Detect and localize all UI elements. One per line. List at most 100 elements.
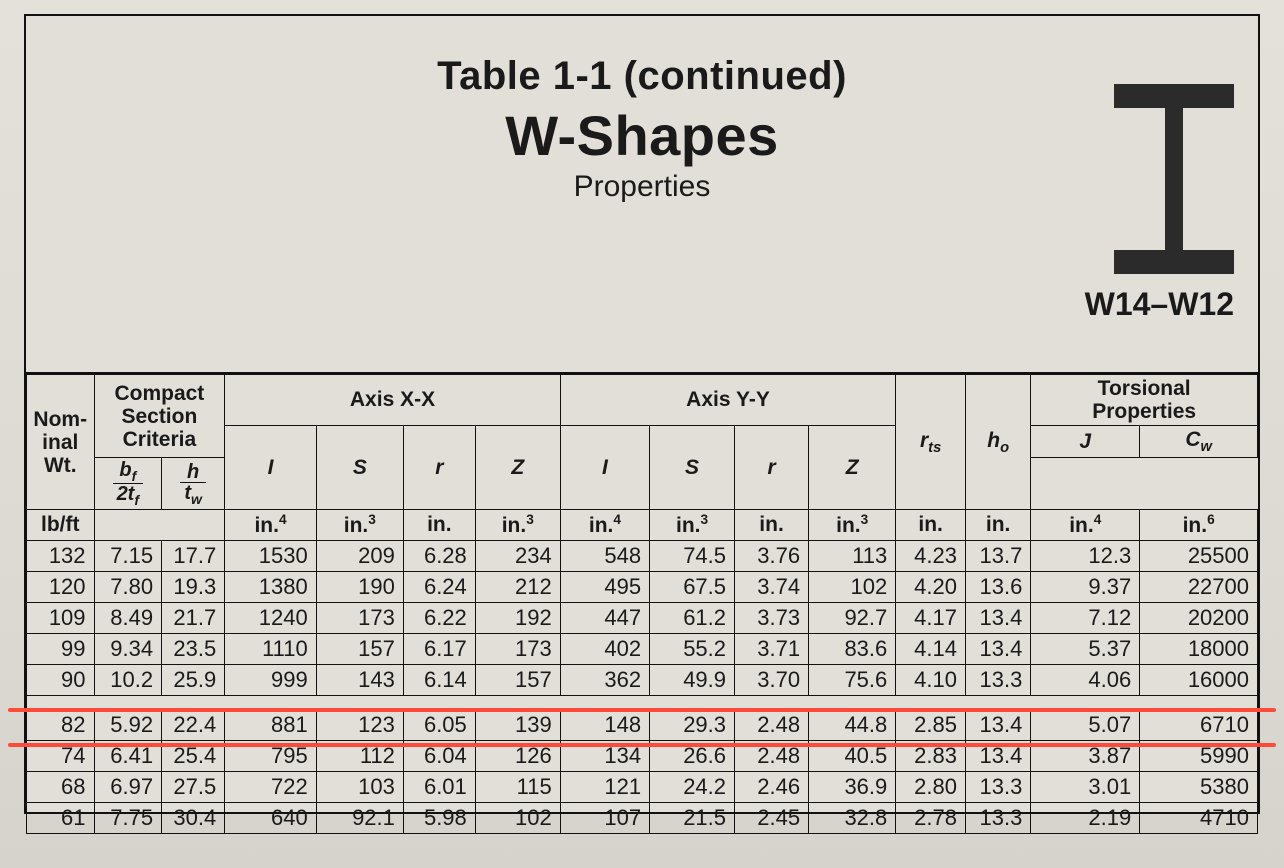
cell-rts: 4.23 bbox=[896, 541, 966, 572]
cell-Ix: 881 bbox=[225, 710, 317, 741]
highlight-line-bottom bbox=[8, 743, 1276, 747]
cell-ry: 2.45 bbox=[735, 803, 809, 834]
cell-htw: 25.9 bbox=[162, 665, 225, 696]
cell-ho: 13.7 bbox=[965, 541, 1030, 572]
cell-Sx: 103 bbox=[316, 772, 403, 803]
col-rts: rts bbox=[896, 375, 966, 510]
cell-Iy: 362 bbox=[560, 665, 649, 696]
highlight-line-top bbox=[8, 708, 1276, 712]
properties-subtitle: Properties bbox=[26, 170, 1258, 204]
cell-rts: 4.17 bbox=[896, 603, 966, 634]
col-axis-xx: Axis X-X bbox=[225, 375, 561, 426]
col-Zy-sym: Z bbox=[809, 426, 896, 510]
col-Sy-sym: S bbox=[650, 426, 735, 510]
cell-rx: 6.28 bbox=[403, 541, 475, 572]
cell-rx: 6.17 bbox=[403, 634, 475, 665]
cell-Sx: 190 bbox=[316, 572, 403, 603]
cell-ry: 3.74 bbox=[735, 572, 809, 603]
cell-Sy: 61.2 bbox=[650, 603, 735, 634]
cell-htw: 21.7 bbox=[162, 603, 225, 634]
cell-J: 5.37 bbox=[1031, 634, 1140, 665]
cell-rx: 6.01 bbox=[403, 772, 475, 803]
cell-ho: 13.6 bbox=[965, 572, 1030, 603]
cell-Sy: 29.3 bbox=[650, 710, 735, 741]
cell-htw: 19.3 bbox=[162, 572, 225, 603]
cell-ho: 13.4 bbox=[965, 710, 1030, 741]
cell-Iy: 402 bbox=[560, 634, 649, 665]
cell-Zx: 115 bbox=[475, 772, 560, 803]
col-rx-sym: r bbox=[403, 426, 475, 510]
cell-ho: 13.3 bbox=[965, 772, 1030, 803]
cell-Sy: 24.2 bbox=[650, 772, 735, 803]
unit-Zx: in.3 bbox=[475, 510, 560, 541]
cell-Cw: 5380 bbox=[1140, 772, 1258, 803]
cell-wt: 82 bbox=[27, 710, 95, 741]
table-row: 1207.8019.313801906.2421249567.53.741024… bbox=[27, 572, 1258, 603]
cell-Zy: 92.7 bbox=[809, 603, 896, 634]
cell-bf2tf: 5.92 bbox=[94, 710, 162, 741]
cell-wt: 109 bbox=[27, 603, 95, 634]
cell-bf2tf: 7.80 bbox=[94, 572, 162, 603]
col-Zx-sym: Z bbox=[475, 426, 560, 510]
unit-rts: in. bbox=[896, 510, 966, 541]
cell-Sy: 74.5 bbox=[650, 541, 735, 572]
cell-J: 7.12 bbox=[1031, 603, 1140, 634]
cell-J: 3.01 bbox=[1031, 772, 1140, 803]
cell-Zx: 173 bbox=[475, 634, 560, 665]
cell-htw: 17.7 bbox=[162, 541, 225, 572]
cell-wt: 90 bbox=[27, 665, 95, 696]
col-compact-section: CompactSectionCriteria bbox=[94, 375, 225, 458]
cell-Iy: 548 bbox=[560, 541, 649, 572]
cell-Ix: 1530 bbox=[225, 541, 317, 572]
cell-Ix: 640 bbox=[225, 803, 317, 834]
page: Table 1-1 (continued) W-Shapes Propertie… bbox=[0, 0, 1284, 868]
cell-Zx: 157 bbox=[475, 665, 560, 696]
cell-rx: 6.05 bbox=[403, 710, 475, 741]
cell-Sy: 49.9 bbox=[650, 665, 735, 696]
cell-Ix: 722 bbox=[225, 772, 317, 803]
cell-Iy: 148 bbox=[560, 710, 649, 741]
table-row: 9010.225.99991436.1415736249.93.7075.64.… bbox=[27, 665, 1258, 696]
unit-blank bbox=[94, 510, 225, 541]
i-beam-icon bbox=[1114, 84, 1234, 274]
cell-Zx: 139 bbox=[475, 710, 560, 741]
cell-Ix: 1110 bbox=[225, 634, 317, 665]
table-row: 1327.1517.715302096.2823454874.53.761134… bbox=[27, 541, 1258, 572]
unit-Sy: in.3 bbox=[650, 510, 735, 541]
col-Cw-sym: Cw bbox=[1140, 426, 1258, 458]
cell-wt: 120 bbox=[27, 572, 95, 603]
cell-Cw: 18000 bbox=[1140, 634, 1258, 665]
cell-Zx: 192 bbox=[475, 603, 560, 634]
cell-Sx: 123 bbox=[316, 710, 403, 741]
cell-Ix: 1240 bbox=[225, 603, 317, 634]
cell-htw: 27.5 bbox=[162, 772, 225, 803]
cell-Cw: 16000 bbox=[1140, 665, 1258, 696]
cell-Zy: 113 bbox=[809, 541, 896, 572]
col-Ix-sym: I bbox=[225, 426, 317, 510]
table-row: 617.7530.464092.15.9810210721.52.4532.82… bbox=[27, 803, 1258, 834]
col-ho: ho bbox=[965, 375, 1030, 510]
col-torsional: TorsionalProperties bbox=[1031, 375, 1258, 426]
col-bf2tf: bf2tf bbox=[94, 458, 162, 510]
unit-J: in.4 bbox=[1031, 510, 1140, 541]
table-frame: Table 1-1 (continued) W-Shapes Propertie… bbox=[24, 14, 1260, 814]
cell-htw: 30.4 bbox=[162, 803, 225, 834]
cell-ry: 3.76 bbox=[735, 541, 809, 572]
cell-wt: 99 bbox=[27, 634, 95, 665]
cell-Zy: 102 bbox=[809, 572, 896, 603]
cell-Cw: 20200 bbox=[1140, 603, 1258, 634]
cell-Zx: 212 bbox=[475, 572, 560, 603]
header-area: Table 1-1 (continued) W-Shapes Propertie… bbox=[26, 54, 1258, 374]
cell-rts: 4.10 bbox=[896, 665, 966, 696]
unit-Sx: in.3 bbox=[316, 510, 403, 541]
cell-wt: 132 bbox=[27, 541, 95, 572]
col-J-sym: J bbox=[1031, 426, 1140, 458]
cell-htw: 22.4 bbox=[162, 710, 225, 741]
cell-rts: 2.85 bbox=[896, 710, 966, 741]
cell-Ix: 999 bbox=[225, 665, 317, 696]
cell-J: 5.07 bbox=[1031, 710, 1140, 741]
cell-J: 4.06 bbox=[1031, 665, 1140, 696]
cell-Iy: 495 bbox=[560, 572, 649, 603]
cell-Zx: 102 bbox=[475, 803, 560, 834]
cell-Zy: 83.6 bbox=[809, 634, 896, 665]
